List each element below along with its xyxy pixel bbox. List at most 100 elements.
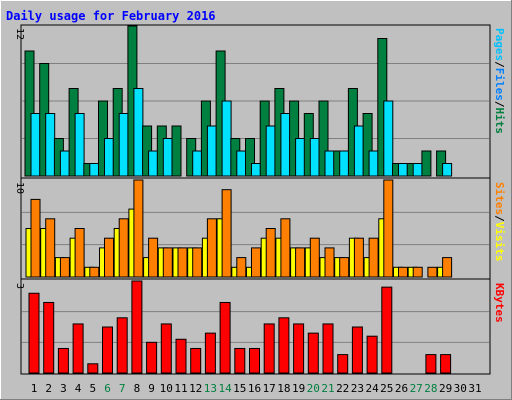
bar-pages-day-26 bbox=[398, 163, 408, 177]
x-tick-label-7: 7 bbox=[119, 382, 126, 395]
bar-kbytes-day-11 bbox=[175, 338, 187, 374]
bar-kbytes-day-25 bbox=[381, 286, 393, 374]
bar-pages-day-6 bbox=[104, 138, 114, 177]
bar-hits-day-11 bbox=[171, 125, 182, 177]
x-tick-label-20: 20 bbox=[307, 382, 320, 395]
bar-pages-day-20 bbox=[309, 138, 320, 177]
axis-label-hits_files_pages: Pages/Files/Hits bbox=[493, 28, 506, 134]
bar-hits-day-21 bbox=[318, 100, 329, 177]
bar-pages-day-18 bbox=[280, 113, 291, 177]
bar-kbytes-day-18 bbox=[278, 317, 290, 374]
bar-sites-day-29 bbox=[442, 257, 453, 278]
bar-sites-day-25 bbox=[383, 179, 394, 278]
bar-sites-day-13 bbox=[206, 218, 217, 278]
bar-sites-day-2 bbox=[45, 218, 56, 278]
bar-pages-day-27 bbox=[412, 163, 423, 177]
panel-visits_sites: 10 Sites/Visits bbox=[14, 177, 506, 278]
bar-sites-day-22 bbox=[339, 257, 350, 278]
bar-sites-day-24 bbox=[368, 237, 379, 278]
bar-pages-day-10 bbox=[162, 138, 173, 177]
x-tick-label-12: 12 bbox=[189, 382, 202, 395]
axis-label-part: / bbox=[493, 215, 506, 222]
bar-pages-day-22 bbox=[339, 150, 350, 177]
bar-pages-day-16 bbox=[251, 163, 261, 177]
x-tick-label-26: 26 bbox=[395, 382, 408, 395]
x-tick-label-10: 10 bbox=[160, 382, 173, 395]
x-tick-label-22: 22 bbox=[336, 382, 349, 395]
x-tick-label-27: 27 bbox=[410, 382, 423, 395]
bar-pages-day-2 bbox=[45, 113, 56, 177]
bar-pages-day-23 bbox=[353, 125, 364, 177]
bar-hits-day-16 bbox=[245, 138, 255, 177]
bar-pages-day-17 bbox=[265, 125, 276, 177]
bar-sites-day-21 bbox=[324, 247, 335, 278]
axis-label-part: Pages bbox=[493, 28, 506, 61]
x-tick-label-1: 1 bbox=[31, 382, 38, 395]
x-tick-label-5: 5 bbox=[89, 382, 96, 395]
x-tick-label-6: 6 bbox=[104, 382, 111, 395]
chart-title: Daily usage for February 2016 bbox=[6, 9, 216, 23]
bar-sites-day-23 bbox=[353, 237, 364, 278]
x-tick-label-13: 13 bbox=[204, 382, 217, 395]
bar-sites-day-1 bbox=[30, 198, 41, 278]
bar-kbytes-day-1 bbox=[28, 292, 40, 374]
bar-sites-day-27 bbox=[412, 266, 423, 278]
axis-label-part: Sites bbox=[493, 182, 506, 215]
axis-label-part: / bbox=[493, 61, 506, 68]
bar-kbytes-day-3 bbox=[57, 347, 69, 374]
bar-kbytes-day-4 bbox=[72, 323, 84, 374]
bar-kbytes-day-22 bbox=[337, 354, 349, 374]
bar-pages-day-9 bbox=[148, 150, 159, 177]
x-tick-label-4: 4 bbox=[75, 382, 82, 395]
bar-pages-day-14 bbox=[221, 100, 232, 177]
bar-pages-day-15 bbox=[236, 150, 247, 177]
bar-kbytes-day-13 bbox=[204, 332, 216, 374]
bar-sites-day-12 bbox=[192, 247, 203, 278]
bar-kbytes-day-23 bbox=[351, 326, 363, 374]
bar-pages-day-5 bbox=[89, 163, 100, 177]
bar-sites-day-14 bbox=[221, 189, 232, 278]
bar-kbytes-day-17 bbox=[263, 323, 275, 374]
bar-sites-day-20 bbox=[309, 237, 320, 278]
x-tick-label-19: 19 bbox=[292, 382, 305, 395]
axis-label-part: Hits bbox=[493, 108, 506, 135]
panel-kbytes: 3 KBytes bbox=[14, 278, 506, 374]
bar-kbytes-day-2 bbox=[43, 301, 55, 374]
bar-hits-day-28 bbox=[421, 150, 432, 177]
bar-kbytes-day-24 bbox=[366, 335, 378, 374]
bar-kbytes-day-16 bbox=[249, 347, 260, 374]
bar-sites-day-26 bbox=[398, 266, 408, 278]
bar-pages-day-7 bbox=[118, 113, 129, 177]
bar-kbytes-day-19 bbox=[293, 323, 305, 374]
bar-kbytes-day-8 bbox=[131, 280, 143, 374]
bar-pages-day-21 bbox=[324, 150, 335, 177]
plot-frame bbox=[20, 24, 491, 375]
x-tick-label-28: 28 bbox=[424, 382, 437, 395]
axis-label-part: Files bbox=[493, 68, 506, 101]
bar-kbytes-day-12 bbox=[190, 347, 202, 374]
x-tick-label-15: 15 bbox=[233, 382, 246, 395]
x-tick-label-24: 24 bbox=[365, 382, 379, 395]
axis-label-kbytes: KBytes bbox=[493, 283, 506, 323]
bar-sites-day-5 bbox=[89, 266, 100, 278]
bar-pages-day-13 bbox=[206, 125, 217, 177]
bar-pages-day-8 bbox=[133, 88, 144, 177]
y-axis-max-label: 10 bbox=[14, 182, 25, 194]
bar-pages-day-1 bbox=[30, 113, 41, 177]
axis-label-part: / bbox=[493, 101, 506, 108]
bar-kbytes-day-14 bbox=[219, 301, 231, 374]
bar-pages-day-24 bbox=[368, 150, 379, 177]
bar-kbytes-day-6 bbox=[102, 326, 113, 374]
bar-kbytes-day-28 bbox=[425, 354, 437, 374]
x-tick-label-21: 21 bbox=[321, 382, 334, 395]
bar-sites-day-7 bbox=[118, 218, 129, 278]
bar-sites-day-3 bbox=[59, 257, 70, 278]
x-tick-label-3: 3 bbox=[60, 382, 67, 395]
bar-kbytes-day-10 bbox=[160, 323, 172, 374]
axis-label-visits_sites: Sites/Visits bbox=[493, 182, 506, 262]
bar-sites-day-17 bbox=[265, 228, 276, 278]
bar-kbytes-day-29 bbox=[440, 354, 452, 374]
x-tick-label-9: 9 bbox=[148, 382, 155, 395]
